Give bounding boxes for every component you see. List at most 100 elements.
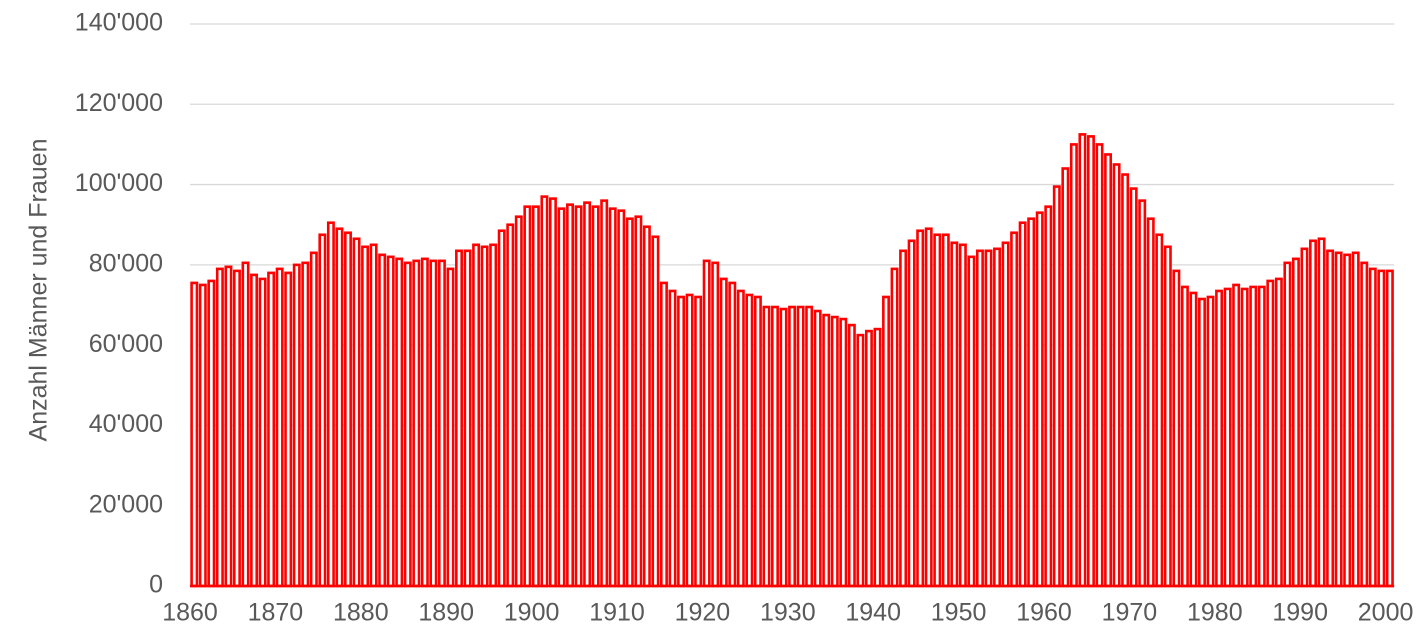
bar <box>864 329 873 588</box>
y-tick-label: 40'000 <box>89 410 163 438</box>
bar <box>344 231 352 588</box>
bar <box>1232 283 1241 588</box>
bar <box>1095 143 1104 588</box>
bar <box>907 239 916 588</box>
x-tick-label: 1970 <box>1102 599 1158 627</box>
bar <box>267 271 276 588</box>
bar <box>933 233 942 588</box>
bar <box>566 203 574 588</box>
bar <box>540 195 549 588</box>
bar <box>1112 163 1121 588</box>
bar <box>796 305 805 588</box>
bar <box>557 207 566 588</box>
bar <box>1078 133 1087 588</box>
x-tick-label: 1900 <box>504 599 560 627</box>
bar <box>941 233 950 588</box>
bar <box>361 245 370 588</box>
bar <box>1266 279 1275 588</box>
bar <box>1309 239 1317 588</box>
x-tick-label: 1930 <box>760 599 816 627</box>
bar <box>215 267 224 588</box>
bar <box>753 295 762 588</box>
bar <box>241 261 250 588</box>
bar <box>847 323 856 588</box>
bar <box>403 261 412 588</box>
bar <box>1385 269 1394 588</box>
bar <box>198 283 207 588</box>
y-tick-label: 60'000 <box>89 330 163 358</box>
bar <box>497 229 506 588</box>
bar <box>899 249 908 588</box>
bar <box>1035 211 1044 588</box>
x-tick-label: 1870 <box>248 599 304 627</box>
bar <box>1052 185 1061 588</box>
bar <box>446 267 455 588</box>
bar <box>1163 245 1172 588</box>
bar <box>975 249 984 588</box>
bar <box>1027 217 1036 588</box>
y-tick-label: 120'000 <box>75 89 163 117</box>
bar <box>856 333 865 588</box>
bar <box>506 223 515 588</box>
bar <box>771 305 779 588</box>
bar <box>659 281 668 588</box>
x-tick-label: 1880 <box>333 599 389 627</box>
bar <box>1334 251 1343 588</box>
bar <box>617 209 626 588</box>
bar <box>882 295 890 588</box>
bar <box>873 327 882 588</box>
x-tick-label: 1950 <box>931 599 987 627</box>
y-tick-label: 20'000 <box>89 490 163 518</box>
y-axis-label: Anzahl Männer und Frauen <box>25 139 53 442</box>
bar <box>779 307 788 588</box>
bar <box>463 249 472 588</box>
bar <box>318 233 327 588</box>
bar <box>677 295 686 588</box>
bar <box>455 249 463 588</box>
bar <box>1198 297 1206 588</box>
bar <box>1129 187 1138 588</box>
bar <box>830 315 839 588</box>
bar <box>224 265 233 588</box>
bar <box>993 247 1001 588</box>
bar <box>1061 167 1070 588</box>
bar <box>437 259 446 588</box>
bar <box>420 257 429 588</box>
bar <box>548 197 557 588</box>
bar <box>642 225 651 588</box>
bar <box>702 259 711 588</box>
bar <box>668 289 677 588</box>
bar <box>583 201 592 588</box>
bar <box>1206 295 1215 588</box>
x-tick-label: 1890 <box>418 599 474 627</box>
y-tick-label: 140'000 <box>75 9 163 37</box>
bar <box>480 245 489 588</box>
bar <box>514 215 523 588</box>
bar <box>1283 261 1292 588</box>
bar <box>967 255 976 588</box>
bar <box>651 235 660 588</box>
bar <box>1189 291 1198 588</box>
bar <box>1257 285 1266 588</box>
y-tick-label: 0 <box>149 571 163 599</box>
bar <box>788 305 797 588</box>
bar <box>1326 249 1335 588</box>
bar <box>1368 267 1377 588</box>
bar <box>805 305 814 588</box>
x-tick-label: 2000 <box>1358 599 1414 627</box>
bar <box>1121 173 1130 588</box>
bar <box>1377 269 1386 588</box>
bar <box>412 259 421 588</box>
x-tick-label: 1960 <box>1016 599 1072 627</box>
bar <box>1146 217 1155 588</box>
bar <box>190 281 199 588</box>
bar <box>1180 285 1189 588</box>
bar <box>762 305 771 588</box>
bar <box>335 227 344 588</box>
bar <box>822 313 831 588</box>
bar <box>378 253 387 588</box>
bar <box>1215 289 1224 588</box>
bar <box>1317 237 1326 588</box>
bar <box>386 255 395 588</box>
